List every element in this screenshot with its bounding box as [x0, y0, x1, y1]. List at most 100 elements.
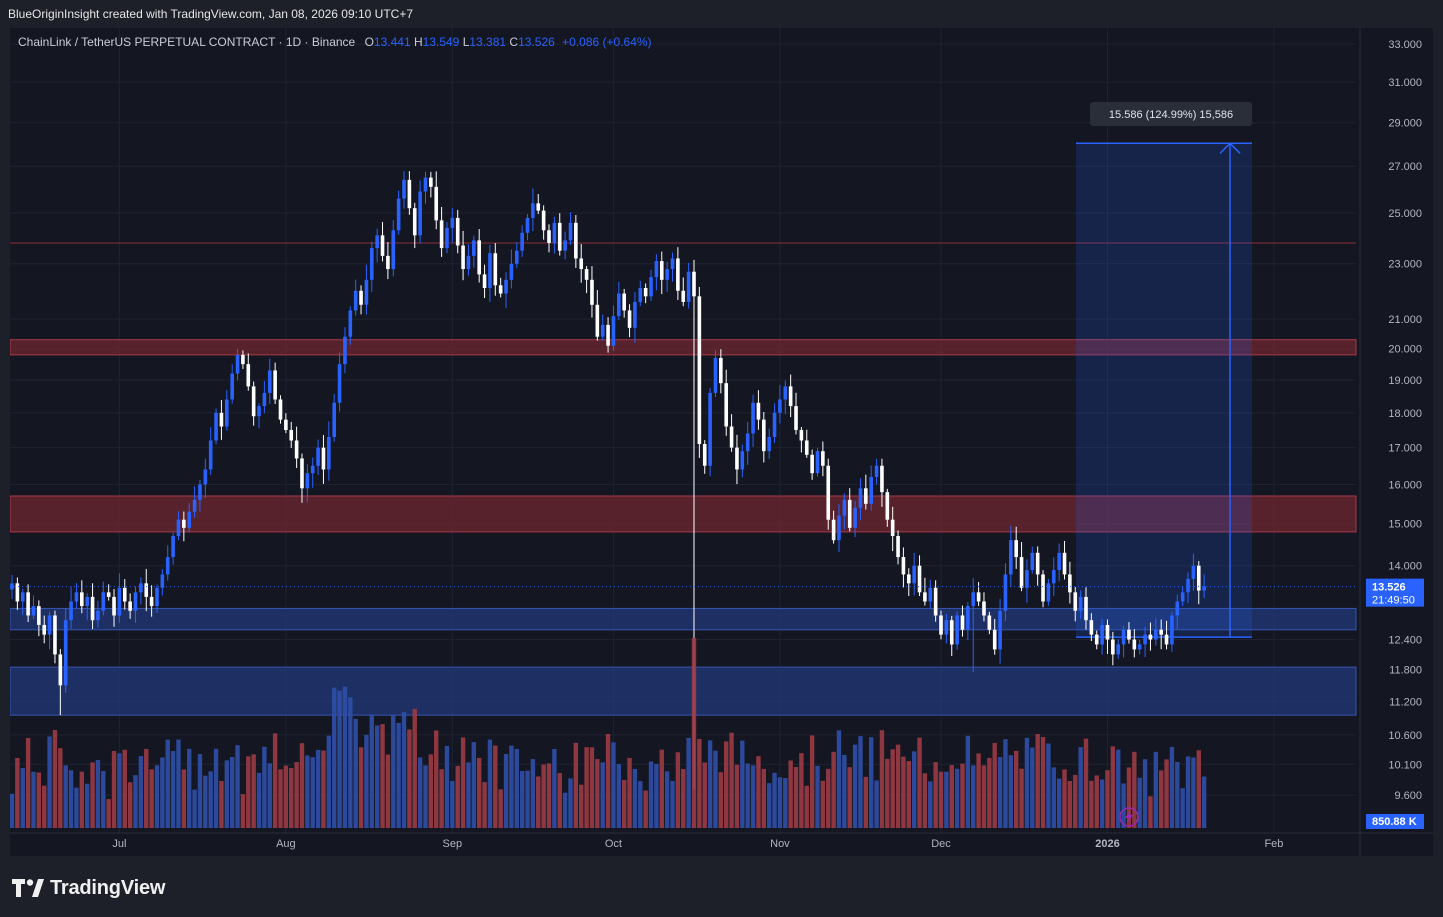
volume-bar — [1099, 779, 1105, 828]
volume-bar — [90, 762, 95, 828]
volume-bar — [1094, 775, 1099, 828]
x-tick-label: Jul — [112, 838, 126, 850]
candle-body — [74, 592, 79, 602]
volume-bar — [686, 737, 691, 828]
volume-bar — [380, 724, 385, 828]
volume-bar — [482, 782, 487, 828]
candle-body — [1116, 644, 1121, 655]
candle-body — [396, 198, 401, 231]
volume-bar — [1067, 781, 1073, 828]
candles — [10, 170, 1206, 789]
volume-bar — [358, 747, 364, 828]
volume-bar — [1116, 749, 1121, 828]
volume-bar — [412, 708, 417, 828]
candle-body — [122, 587, 127, 602]
volume-bar — [632, 768, 638, 828]
candle-body — [482, 274, 487, 289]
candle-body — [1019, 557, 1024, 588]
top-bar: BlueOriginInsight created with TradingVi… — [0, 0, 1443, 28]
candle-body — [509, 263, 514, 280]
volume-bar — [63, 765, 68, 828]
volume-bar — [756, 756, 761, 828]
candle-body — [600, 324, 605, 337]
y-tick-label: 17.000 — [1388, 443, 1422, 455]
volume-tag — [1366, 814, 1424, 829]
volume-bar — [52, 729, 58, 828]
candle-body — [429, 177, 433, 187]
close-label: C — [509, 35, 519, 49]
open-value: 13.441 — [373, 35, 411, 49]
candle-body — [847, 499, 852, 528]
volume-bar — [965, 735, 971, 828]
lightning-icon-bolt — [1125, 810, 1133, 824]
volume-bar — [31, 771, 36, 828]
candle-body — [445, 227, 449, 249]
chart-canvas[interactable]: 15.586 (124.99%) 15,586 33.000 31.000 29.00… — [10, 28, 1433, 856]
volume-bar — [321, 750, 326, 828]
volume-bar — [831, 751, 836, 828]
volume-bar — [396, 723, 401, 828]
volume-bar — [707, 740, 713, 828]
volume-bar — [498, 789, 503, 828]
tradingview-logo[interactable]: TradingView — [12, 876, 165, 900]
candle-body — [949, 620, 954, 645]
candle-body — [225, 399, 229, 427]
volume-bar — [423, 765, 428, 828]
volume-bar — [568, 778, 573, 828]
candle-body — [1035, 552, 1040, 575]
volume-bar — [734, 764, 740, 828]
candle-body — [380, 235, 385, 256]
volume-bar — [1051, 767, 1056, 828]
volume-bar — [337, 690, 342, 828]
volume-bar — [906, 761, 911, 828]
volume-bar — [1013, 750, 1019, 828]
volume-bar — [611, 742, 616, 828]
volume-bar — [836, 730, 842, 828]
volume-bar — [1201, 776, 1207, 828]
volume-bar — [1083, 738, 1089, 828]
candle-body — [69, 601, 73, 621]
volume-bar — [621, 780, 627, 828]
volume-bar — [589, 747, 595, 828]
candle-body — [912, 565, 916, 584]
volume-bar — [460, 737, 466, 828]
candle-body — [289, 429, 294, 441]
volume-bar — [272, 733, 278, 828]
volume-bar — [235, 745, 240, 828]
volume-bar — [1035, 734, 1040, 828]
volume-bar — [391, 714, 396, 828]
volume-bar — [815, 765, 820, 828]
candle-body — [316, 447, 320, 466]
candle-body — [369, 248, 374, 280]
candle-body — [917, 565, 922, 593]
candle-body — [58, 654, 63, 686]
candle-body — [198, 484, 202, 500]
volume-bar — [1089, 780, 1094, 828]
volume-bar — [519, 770, 525, 828]
high-value: 13.549 — [422, 35, 460, 49]
candle-body — [90, 596, 95, 621]
volume-bar — [369, 715, 374, 828]
volume-bar — [842, 754, 847, 828]
candle-body — [230, 373, 234, 400]
volume-bar — [917, 737, 922, 828]
chart-frame[interactable]: 15.586 (124.99%) 15,586 33.000 31.000 29.00… — [10, 28, 1433, 856]
volume-bar — [1105, 770, 1110, 828]
candle-body — [251, 386, 256, 417]
candle-body — [15, 583, 20, 602]
volume-bar — [1062, 769, 1067, 828]
y-tick-label: 27.000 — [1388, 161, 1422, 173]
volume-bar — [84, 783, 90, 828]
volume-bar — [1110, 746, 1116, 828]
candle-body — [665, 269, 669, 280]
volume-bar — [187, 748, 192, 828]
candle-body — [327, 436, 331, 470]
candle-body — [842, 499, 847, 516]
y-tick-label: 14.000 — [1388, 561, 1422, 573]
volume-bar — [106, 799, 111, 828]
candle-body — [708, 392, 712, 466]
candle-body — [160, 574, 165, 588]
low-value: 13.381 — [469, 35, 507, 49]
volume-bar — [1196, 750, 1201, 828]
volume-bar — [536, 776, 541, 828]
